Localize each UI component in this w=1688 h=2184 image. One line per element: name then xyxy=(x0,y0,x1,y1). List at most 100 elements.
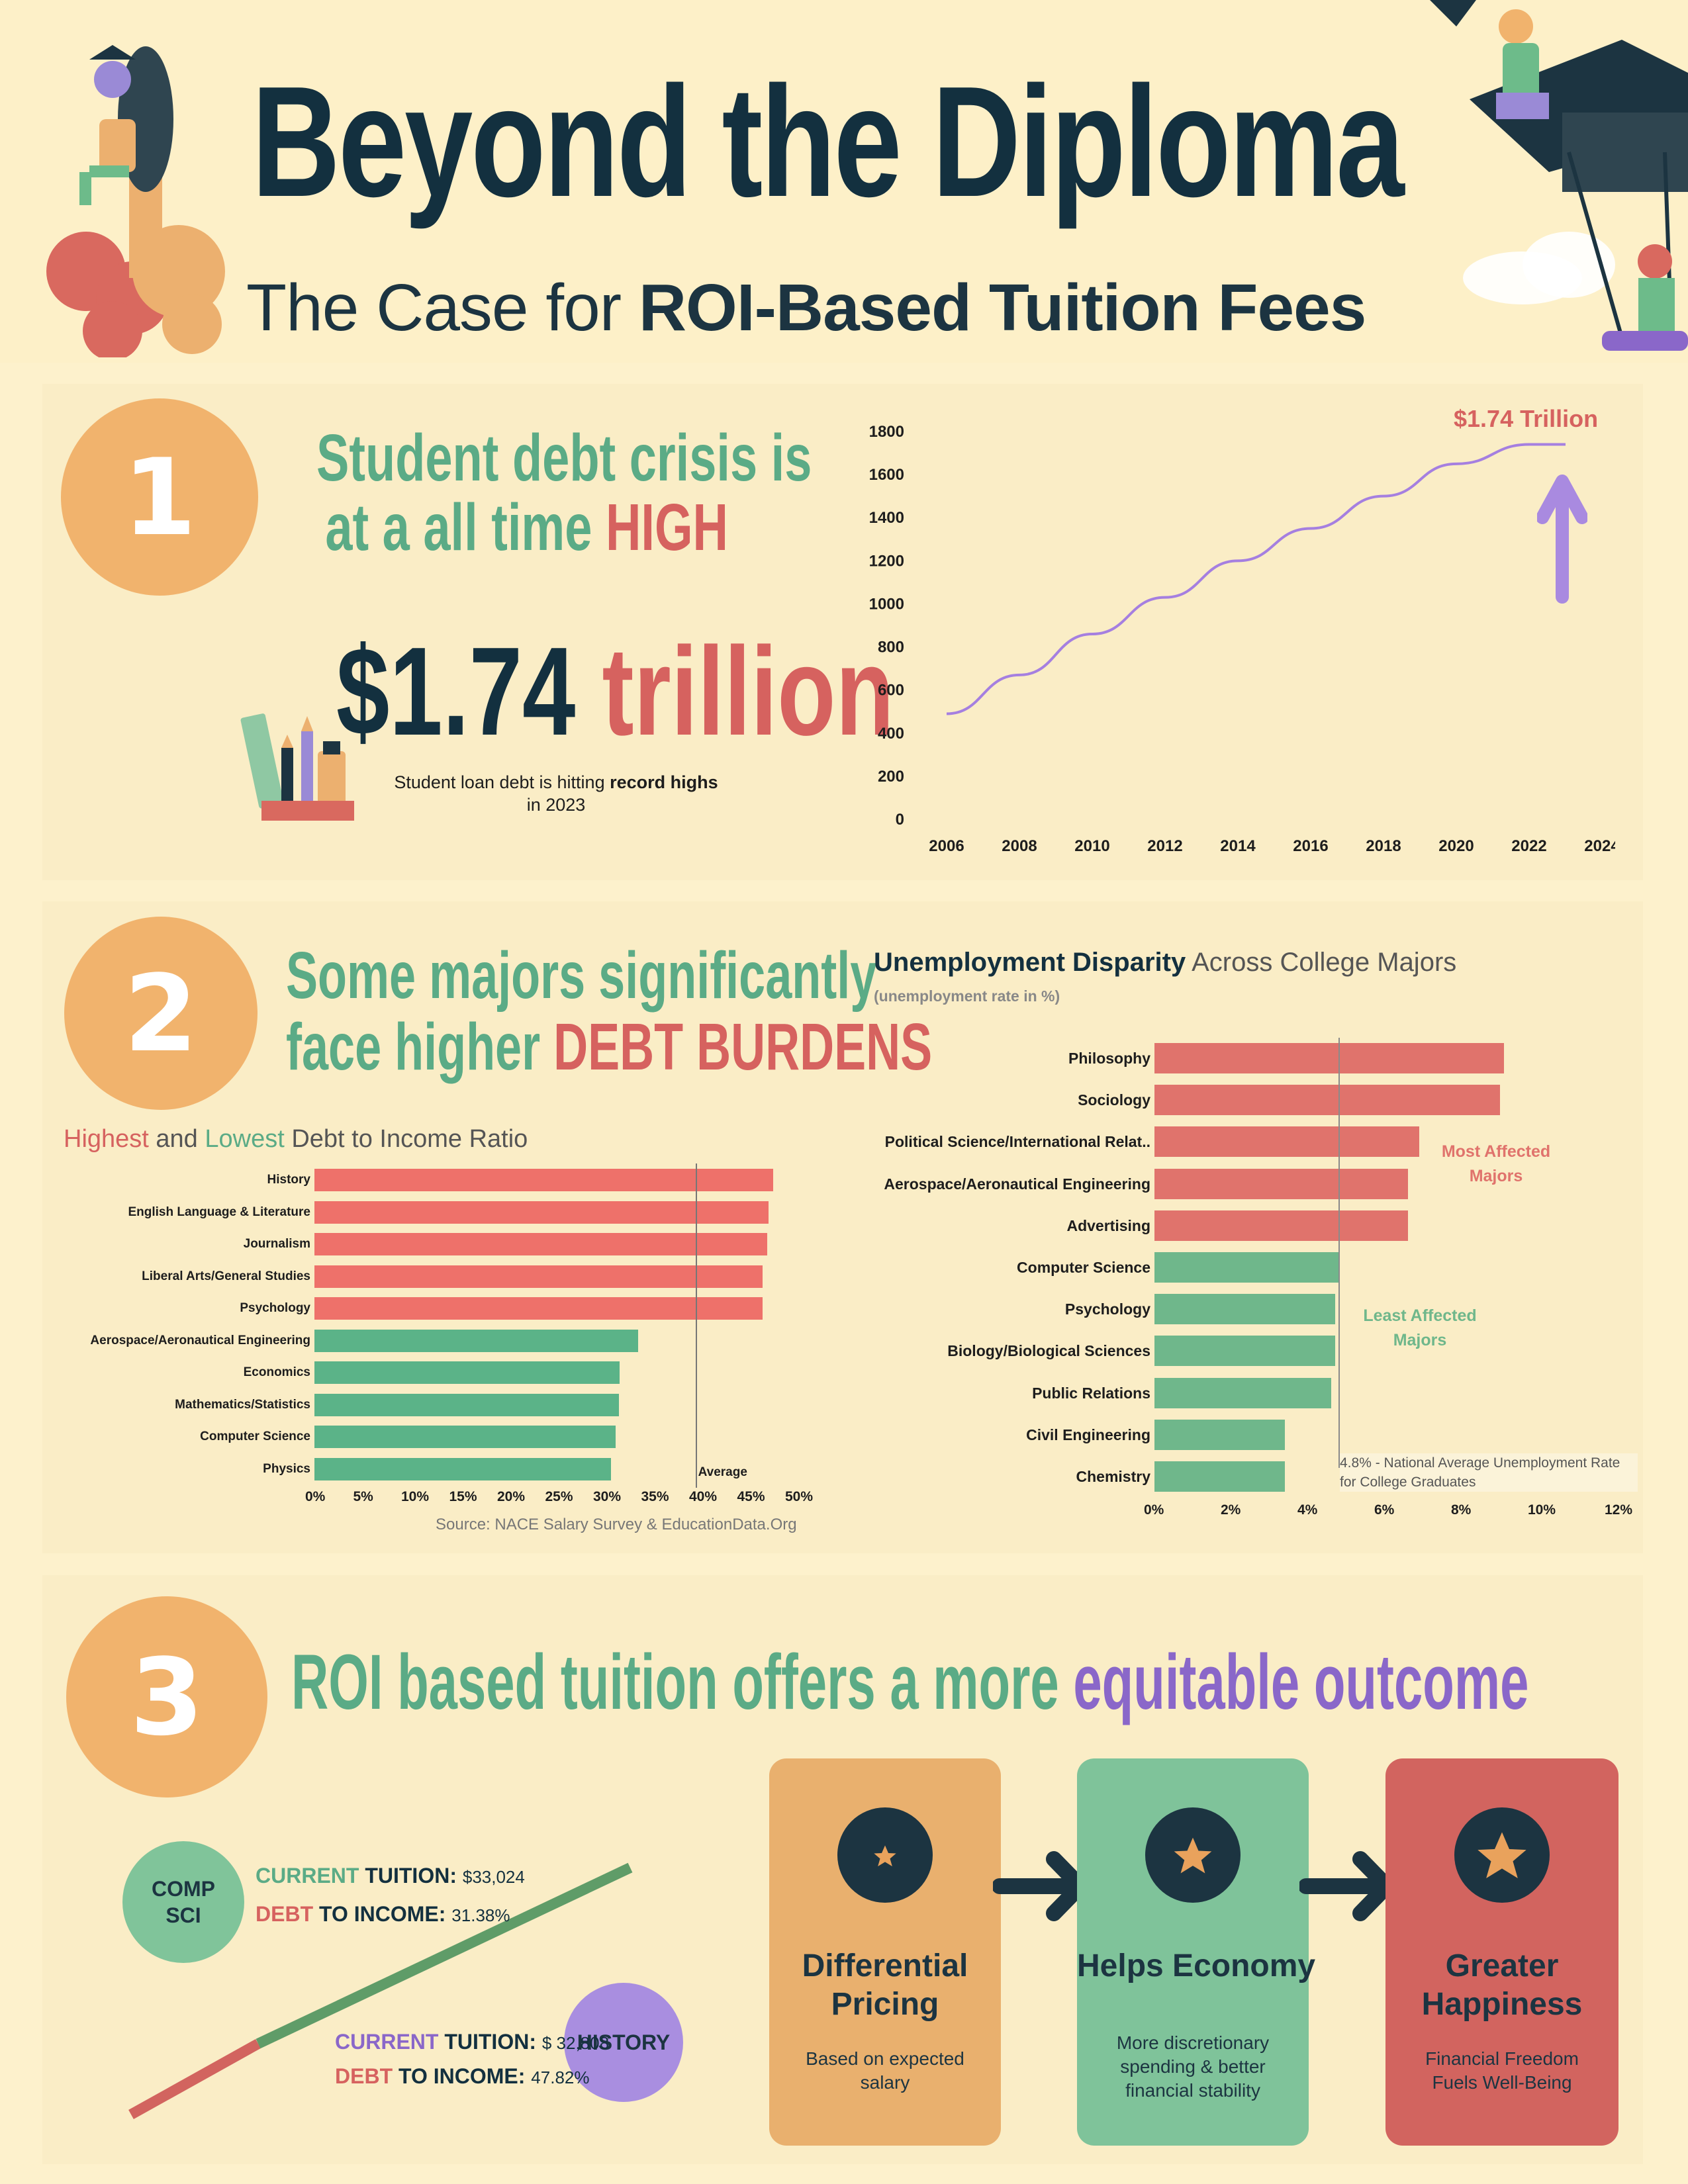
bar-label: Computer Science xyxy=(200,1430,310,1443)
y-tick-label: 1800 xyxy=(869,423,904,441)
compsci-tuition-value: $33,024 xyxy=(462,1867,525,1887)
y-tick-label: 1200 xyxy=(869,552,904,570)
bar-label: Sociology xyxy=(1078,1091,1150,1109)
bar xyxy=(1154,1294,1335,1325)
bar xyxy=(314,1233,768,1255)
y-tick-label: 600 xyxy=(878,682,904,700)
debt-caption-bold: record highs xyxy=(610,772,718,792)
unemployment-chart-subtitle: (unemployment rate in %) xyxy=(874,987,1060,1005)
x-tick-label: 2% xyxy=(1221,1502,1241,1518)
bar-label: Physics xyxy=(263,1461,310,1476)
y-tick-label: 200 xyxy=(878,768,904,786)
bar-label: Advertising xyxy=(1066,1216,1150,1234)
main-title: Beyond the Diploma xyxy=(252,54,1405,230)
bar xyxy=(1154,1043,1504,1073)
bar xyxy=(1154,1085,1500,1116)
average-label: Average xyxy=(698,1465,747,1479)
y-tick-label: 0 xyxy=(896,811,904,829)
x-tick-label: 8% xyxy=(1451,1502,1472,1518)
most-affected-label: Most Affected Majors xyxy=(1441,1142,1551,1185)
card-greater-happiness: Greater Happiness Financial Freedom Fuel… xyxy=(1385,1758,1618,2146)
history-debt-word2: TO INCOME: xyxy=(393,2064,526,2088)
x-tick-label: 0% xyxy=(305,1489,326,1504)
bar xyxy=(314,1361,620,1384)
bar-label: Chemistry xyxy=(1076,1468,1150,1485)
card-differential-pricing: Differential Pricing Based on expected s… xyxy=(769,1758,1001,2146)
bar xyxy=(1154,1168,1408,1199)
debt-stat-value: $1.74 xyxy=(336,621,576,762)
bar-label: Public Relations xyxy=(1032,1384,1150,1402)
arrow-right-icon-2 xyxy=(1299,1851,1395,1921)
bar xyxy=(1154,1210,1408,1241)
debt-caption-prefix: Student loan debt is hitting xyxy=(394,772,610,792)
debt-chart-title: Highest and Lowest Debt to Income Ratio xyxy=(64,1125,528,1154)
debt-caption: Student loan debt is hitting record high… xyxy=(377,771,735,816)
section-1-headline-emph: HIGH xyxy=(605,490,728,565)
debt-stat: $1.74 trillion xyxy=(336,625,894,758)
section-3-number-badge: 3 xyxy=(66,1596,267,1797)
compsci-tuition-row: CURRENT TUITION: $33,024 xyxy=(256,1857,525,1895)
x-tick-label: 50% xyxy=(785,1489,814,1504)
history-tuition-value: $ 32,808 xyxy=(541,2033,610,2053)
student-debt-line-chart: 0 200 400 600 800 1000 1200 1400 1600 1800 2006 200… xyxy=(869,423,1615,855)
history-tuition-word1: CURRENT xyxy=(335,2030,439,2054)
section-2-headline-prefix: face higher xyxy=(286,1010,554,1084)
bar xyxy=(314,1393,619,1416)
section-1-headline-prefix: at a all time xyxy=(325,490,606,565)
bar-label: Civil Engineering xyxy=(1026,1426,1150,1443)
bar xyxy=(314,1297,763,1320)
history-badge: HISTORY xyxy=(564,1983,683,2102)
x-tick-label: 4% xyxy=(1297,1502,1318,1518)
card-1-title: Differential Pricing xyxy=(802,1948,968,2022)
x-tick-label: 10% xyxy=(401,1489,430,1504)
y-tick-label: 800 xyxy=(878,639,904,657)
bar-label: Aerospace/Aeronautical Engineering xyxy=(884,1175,1150,1193)
bar-label: Psychology xyxy=(240,1301,310,1315)
section-3-headline-prefix: ROI based tuition offers a more xyxy=(291,1639,1074,1726)
section-1-headline-line1: Student debt crisis is xyxy=(316,421,812,495)
bar xyxy=(1154,1419,1286,1450)
section-2-headline-line2: face higher DEBT BURDENS xyxy=(286,1011,932,1083)
bar-label: History xyxy=(267,1173,310,1187)
up-arrow-icon xyxy=(1537,475,1587,604)
x-tick-label: 2024 xyxy=(1584,837,1615,855)
debt-title-and: and xyxy=(148,1125,205,1153)
card-2-title: Helps Economy xyxy=(1077,1948,1316,1983)
x-tick-label: 40% xyxy=(689,1489,718,1504)
history-debt-word1: DEBT xyxy=(335,2064,393,2088)
x-tick-label: 35% xyxy=(641,1489,669,1504)
x-tick-label: 2008 xyxy=(1002,837,1037,855)
x-tick-label: 2014 xyxy=(1220,837,1256,855)
card-3-text: Financial Freedom Fuels Well-Being xyxy=(1425,2048,1579,2093)
x-tick-label: 2022 xyxy=(1511,837,1546,855)
history-tuition-row: CURRENT TUITION: $ 32,808 xyxy=(335,2025,609,2060)
unemployment-chart-title: Unemployment Disparity Across College Ma… xyxy=(874,948,1456,978)
x-tick-label: 45% xyxy=(737,1489,765,1504)
debt-stat-unit: trillion xyxy=(602,621,894,762)
x-tick-label: 2010 xyxy=(1074,837,1109,855)
star-icon xyxy=(1174,1837,1212,1874)
compsci-info: CURRENT TUITION: $33,024 DEBT TO INCOME:… xyxy=(256,1857,525,1934)
graduation-cap-illustration xyxy=(1430,0,1688,351)
average-line xyxy=(695,1163,697,1488)
section-1-headline: Student debt crisis is at a all time HIG… xyxy=(316,424,812,563)
x-tick-label: 25% xyxy=(545,1489,573,1504)
header: Beyond the Diploma The Case for ROI-Base… xyxy=(0,0,1688,363)
star-icon xyxy=(1477,1832,1526,1878)
x-tick-label: 0% xyxy=(1144,1502,1164,1518)
pencil-cup-icon xyxy=(240,713,354,821)
section-2-headline-line1: Some majors significantly xyxy=(286,938,877,1013)
bar xyxy=(1154,1377,1331,1408)
compsci-debt-word2: TO INCOME: xyxy=(313,1902,446,1926)
bar-label: Journalism xyxy=(243,1237,310,1251)
x-tick-label: 2012 xyxy=(1147,837,1182,855)
section-1-headline-line2: at a all time HIGH xyxy=(316,493,812,563)
debt-title-high: Highest xyxy=(64,1125,149,1153)
debt-title-rest: Debt to Income Ratio xyxy=(284,1125,528,1153)
bar xyxy=(314,1329,638,1352)
x-tick-label: 2016 xyxy=(1293,837,1328,855)
compsci-debt-word1: DEBT xyxy=(256,1902,314,1926)
bar-label: Philosophy xyxy=(1068,1050,1150,1067)
bar xyxy=(1154,1252,1339,1283)
bar-label: Biology/Biological Sciences xyxy=(947,1342,1150,1360)
